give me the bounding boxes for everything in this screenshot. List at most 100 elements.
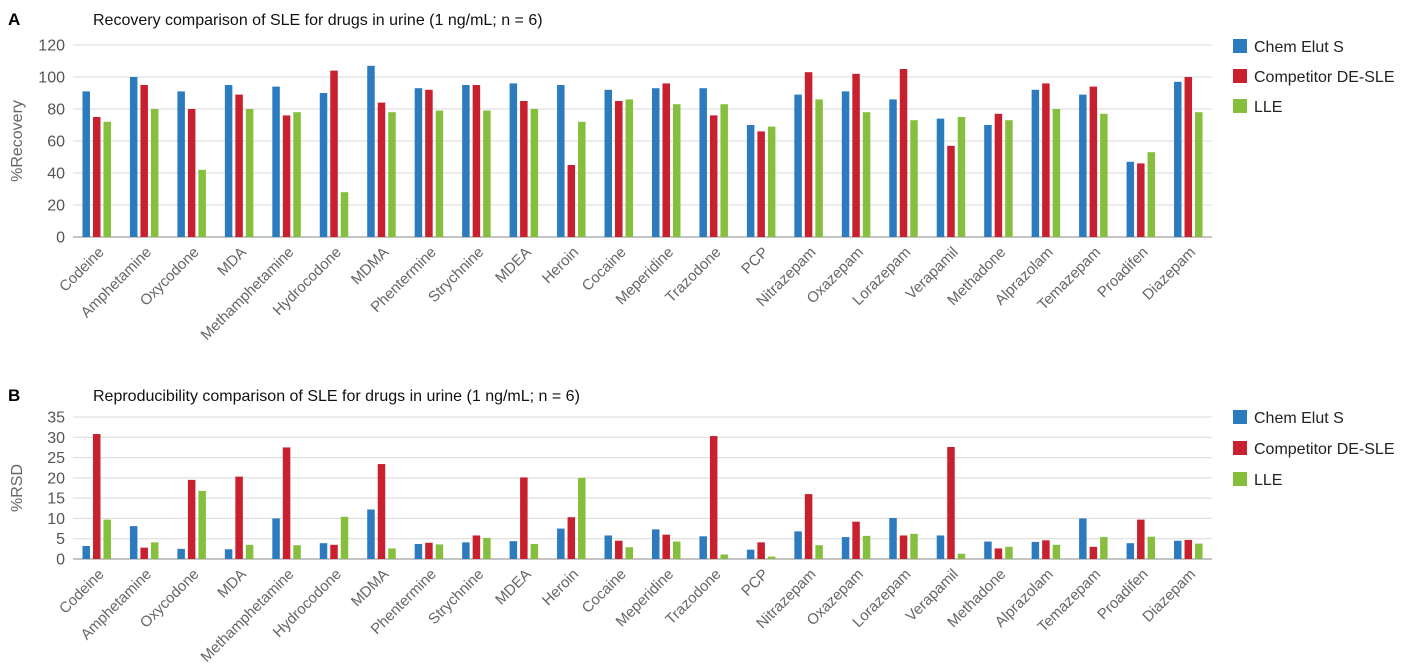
- panel-b-bar-meperidine-competitor-de-sle: [662, 534, 670, 559]
- panel-b-bar-temazepam-chem-elut-s: [1079, 518, 1087, 559]
- panel-b-y-tick-label: 20: [47, 470, 65, 487]
- panel-b-bar-alprazolam-chem-elut-s: [1031, 541, 1040, 559]
- panel-a-bar-heroin-chem-elut-s: [557, 85, 565, 237]
- panel-b-bar-heroin-chem-elut-s: [557, 528, 565, 559]
- panel-b-bar-amphetamine-chem-elut-s: [129, 526, 138, 559]
- panel-b-bar-verapamil-chem-elut-s: [936, 535, 945, 559]
- panel-a-bar-oxazepam-chem-elut-s: [841, 91, 850, 238]
- panel-a-bar-nitrazepam-chem-elut-s: [794, 94, 802, 237]
- panel-a-bar-heroin-lle: [578, 121, 586, 237]
- panel-b-letter: B: [8, 386, 20, 405]
- panel-b-legend-swatch-chem-elut-s: [1233, 410, 1247, 424]
- panel-b-y-axis-label: %RSD: [9, 464, 26, 512]
- panel-a-bar-mdea-lle: [530, 109, 539, 237]
- panel-a-bar-methamphetamine-chem-elut-s: [272, 86, 280, 237]
- panel-a-bar-lorazepam-competitor-de-sle: [899, 69, 908, 237]
- panel-b-bar-oxazepam-competitor-de-sle: [852, 521, 860, 559]
- panel-b-y-tick-label: 30: [47, 430, 65, 447]
- panel-a-bar-amphetamine-lle: [150, 109, 159, 237]
- panel-a-x-tick-label: MDEA: [492, 244, 535, 287]
- panel-a-bar-strychnine-competitor-de-sle: [472, 85, 481, 237]
- panel-b-bar-proadifen-competitor-de-sle: [1137, 519, 1145, 559]
- panel-b-bar-mdea-lle: [530, 543, 539, 559]
- panel-a-bar-mdma-chem-elut-s: [367, 65, 375, 237]
- panel-b-bar-heroin-lle: [578, 477, 586, 559]
- panel-b-bar-pcp-competitor-de-sle: [757, 542, 765, 559]
- panel-a-bar-cocaine-lle: [625, 99, 634, 238]
- panel-b-bar-hydrocodone-chem-elut-s: [319, 543, 328, 559]
- panel-b-x-tick-label: MDEA: [492, 566, 535, 609]
- panel-b-bar-mdea-chem-elut-s: [509, 541, 518, 559]
- panel-b-bar-phentermine-competitor-de-sle: [425, 542, 433, 559]
- panel-a-bar-amphetamine-chem-elut-s: [129, 77, 138, 237]
- panel-b-bar-strychnine-lle: [483, 537, 491, 559]
- panel-b-bar-alprazolam-lle: [1052, 544, 1061, 559]
- panel-a-gridlines: [73, 44, 1212, 238]
- panel-b-bar-strychnine-chem-elut-s: [462, 542, 470, 559]
- panel-b-bar-lorazepam-competitor-de-sle: [899, 535, 908, 559]
- panel-a-bar-methadone-competitor-de-sle: [994, 113, 1003, 237]
- panel-a-legend-swatch-chem-elut-s: [1233, 39, 1247, 53]
- panel-b-bar-nitrazepam-lle: [815, 545, 823, 559]
- panel-a-legend-label-lle: LLE: [1254, 99, 1282, 116]
- panel-b-title: Reproducibility comparison of SLE for dr…: [93, 388, 580, 405]
- panel-a-bar-oxycodone-competitor-de-sle: [187, 109, 196, 237]
- panel-b-y-tick-label: 5: [56, 531, 65, 548]
- panel-a-bar-oxycodone-chem-elut-s: [177, 91, 185, 238]
- panel-a-bar-phentermine-competitor-de-sle: [425, 89, 433, 237]
- panel-a-bars: [82, 65, 1203, 238]
- panel-b-bar-amphetamine-competitor-de-sle: [140, 547, 148, 559]
- panel-a-bar-mda-lle: [245, 109, 254, 237]
- panel-a-legend-label-chem-elut-s: Chem Elut S: [1254, 39, 1344, 56]
- panel-a-bar-lorazepam-lle: [910, 120, 918, 237]
- panel-a-bar-proadifen-lle: [1147, 152, 1156, 237]
- panel-b-bar-lorazepam-chem-elut-s: [889, 518, 897, 559]
- panel-a-y-tick-label: 120: [38, 38, 65, 55]
- panel-b-bar-meperidine-chem-elut-s: [651, 529, 660, 559]
- panel-a-bar-phentermine-lle: [435, 110, 444, 237]
- panel-a-bar-diazepam-chem-elut-s: [1174, 81, 1182, 237]
- panel-a-title: Recovery comparison of SLE for drugs in …: [93, 12, 543, 29]
- panel-b-bar-trazodone-lle: [720, 554, 728, 559]
- panel-a-bar-oxazepam-competitor-de-sle: [852, 73, 860, 237]
- panel-a-bar-pcp-competitor-de-sle: [757, 131, 765, 237]
- panel-a-bar-heroin-competitor-de-sle: [567, 165, 576, 237]
- panel-b-rsd-chart: B Reproducibility comparison of SLE for …: [8, 386, 1395, 666]
- panel-a-bar-mda-competitor-de-sle: [235, 94, 243, 237]
- panel-b-bar-diazepam-chem-elut-s: [1174, 540, 1182, 559]
- panel-a-y-tick-label: 100: [38, 70, 65, 87]
- panel-b-bars: [82, 434, 1203, 559]
- panel-a-bar-verapamil-lle: [957, 117, 966, 237]
- panel-b-bar-mdma-chem-elut-s: [367, 509, 375, 559]
- panel-a-bar-methadone-lle: [1005, 120, 1013, 237]
- panel-b-bar-methamphetamine-competitor-de-sle: [282, 447, 291, 559]
- panel-b-bar-hydrocodone-competitor-de-sle: [330, 544, 338, 559]
- panel-a-bar-meperidine-chem-elut-s: [651, 88, 660, 237]
- panel-a-x-tick-label: PCP: [738, 244, 772, 278]
- panel-a-bar-diazepam-lle: [1195, 112, 1203, 237]
- panel-b-bar-methamphetamine-lle: [293, 545, 301, 559]
- panel-a-bar-strychnine-chem-elut-s: [462, 85, 470, 237]
- panel-b-legend: Chem Elut S Competitor DE-SLE LLE: [1233, 410, 1395, 489]
- panel-b-y-tick-label: 10: [47, 511, 65, 528]
- panel-a-bar-nitrazepam-lle: [815, 99, 823, 238]
- panel-a-x-tick-label: MDMA: [348, 244, 392, 288]
- panel-b-bar-methadone-chem-elut-s: [984, 541, 992, 559]
- panel-b-bar-methadone-lle: [1005, 546, 1013, 559]
- panel-a-bar-codeine-chem-elut-s: [82, 91, 90, 238]
- panel-b-bar-pcp-lle: [767, 556, 776, 559]
- panel-a-bar-hydrocodone-lle: [340, 192, 349, 237]
- panel-b-bar-verapamil-lle: [957, 553, 966, 559]
- panel-a-bar-mdma-competitor-de-sle: [377, 102, 386, 237]
- panel-a-legend: Chem Elut S Competitor DE-SLE LLE: [1233, 39, 1395, 116]
- panel-a-bar-hydrocodone-chem-elut-s: [319, 93, 328, 237]
- panel-b-bar-proadifen-chem-elut-s: [1126, 543, 1135, 559]
- panel-b-bar-diazepam-competitor-de-sle: [1184, 539, 1193, 559]
- panel-b-bar-mda-lle: [245, 544, 254, 559]
- panel-a-y-ticks: 0 20 40 60 80 100 120: [38, 38, 65, 247]
- panel-a-bar-methamphetamine-lle: [293, 112, 301, 237]
- panel-b-bar-oxycodone-competitor-de-sle: [187, 479, 196, 559]
- panel-b-bar-temazepam-competitor-de-sle: [1089, 546, 1098, 559]
- panel-a-bar-alprazolam-competitor-de-sle: [1042, 83, 1050, 238]
